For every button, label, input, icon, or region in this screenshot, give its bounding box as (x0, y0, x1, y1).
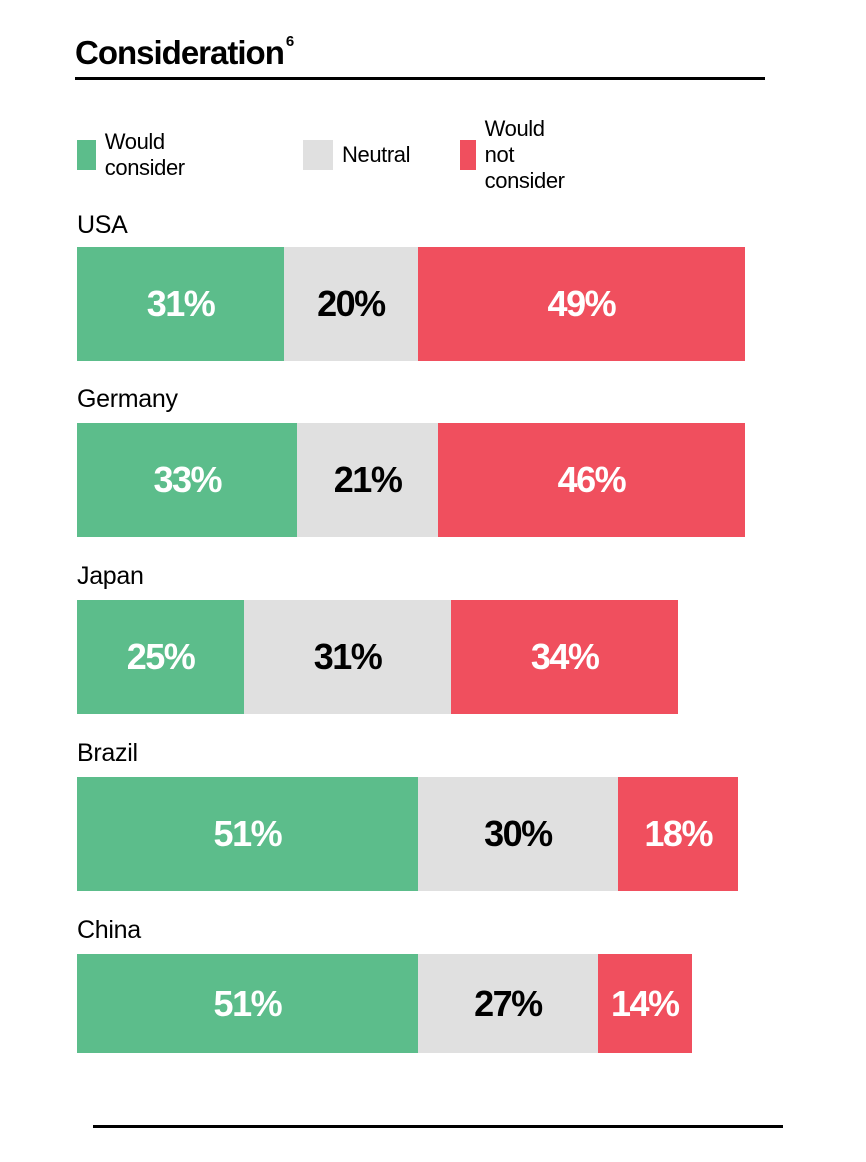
bar-segment-china-would-not-consider: 14% (598, 954, 692, 1053)
data-label-japan-would-not-consider: 34% (530, 636, 600, 677)
legend-label-would-consider: Would consider (104, 129, 185, 180)
chart-title: Consideration 6 (75, 26, 294, 75)
bar-segment-china-would-consider: 51% (77, 954, 418, 1053)
bar-segment-brazil-would-not-consider: 18% (618, 777, 739, 891)
legend-swatch-would-not-consider (460, 140, 476, 170)
data-label-brazil-would-consider: 51% (213, 813, 283, 854)
bar-segment-china-neutral: 27% (417, 954, 599, 1053)
data-label-usa-would-consider: 31% (146, 283, 216, 324)
data-label-usa-would-not-consider: 49% (547, 283, 617, 324)
data-label-usa-neutral: 20% (317, 283, 386, 324)
bar-segment-usa-would-not-consider: 49% (417, 247, 745, 361)
bar-segment-japan-neutral: 31% (244, 600, 452, 714)
bar-segment-japan-would-consider: 25% (77, 600, 244, 714)
country-label-china: China (77, 916, 141, 944)
bar-segment-japan-would-not-consider: 34% (451, 600, 679, 714)
data-label-germany-neutral: 21% (333, 459, 403, 500)
chart-title-text: Consideration (75, 34, 285, 71)
bar-segment-brazil-neutral: 30% (417, 777, 619, 891)
country-label-brazil: Brazil (77, 739, 138, 767)
bar-segment-brazil-would-consider: 51% (77, 777, 418, 891)
top-rule (75, 77, 765, 80)
legend-item-would-consider: Would consider (77, 129, 196, 180)
bar-segment-germany-would-consider: 33% (77, 423, 298, 537)
legend-label-neutral: Neutral (342, 142, 411, 167)
data-label-japan-neutral: 31% (313, 636, 383, 677)
country-label-japan: Japan (77, 562, 144, 590)
bar-segment-germany-would-not-consider: 46% (437, 423, 745, 537)
data-label-china-would-consider: 51% (213, 982, 283, 1024)
legend-label-would-not-consider: Would not consider (484, 116, 565, 193)
bar-segment-germany-neutral: 21% (297, 423, 438, 537)
data-label-germany-would-not-consider: 46% (557, 459, 627, 500)
data-label-brazil-neutral: 30% (484, 813, 553, 854)
data-label-germany-would-consider: 33% (153, 459, 222, 500)
legend-swatch-would-consider (77, 140, 96, 170)
data-label-brazil-would-not-consider: 18% (644, 813, 713, 854)
legend-item-would-not-consider: Would not consider (460, 116, 579, 193)
legend-swatch-neutral (303, 140, 333, 170)
data-label-japan-would-consider: 25% (126, 636, 196, 677)
bottom-rule (93, 1125, 783, 1128)
data-label-china-would-not-consider: 14% (611, 982, 680, 1024)
legend-item-neutral: Neutral (303, 140, 411, 170)
country-label-usa: USA (77, 211, 128, 239)
country-label-germany: Germany (77, 385, 178, 413)
title-footnote: 6 (285, 33, 294, 50)
data-label-china-neutral: 27% (474, 982, 543, 1024)
bar-segment-usa-neutral: 20% (284, 247, 418, 361)
bar-segment-usa-would-consider: 31% (77, 247, 285, 361)
